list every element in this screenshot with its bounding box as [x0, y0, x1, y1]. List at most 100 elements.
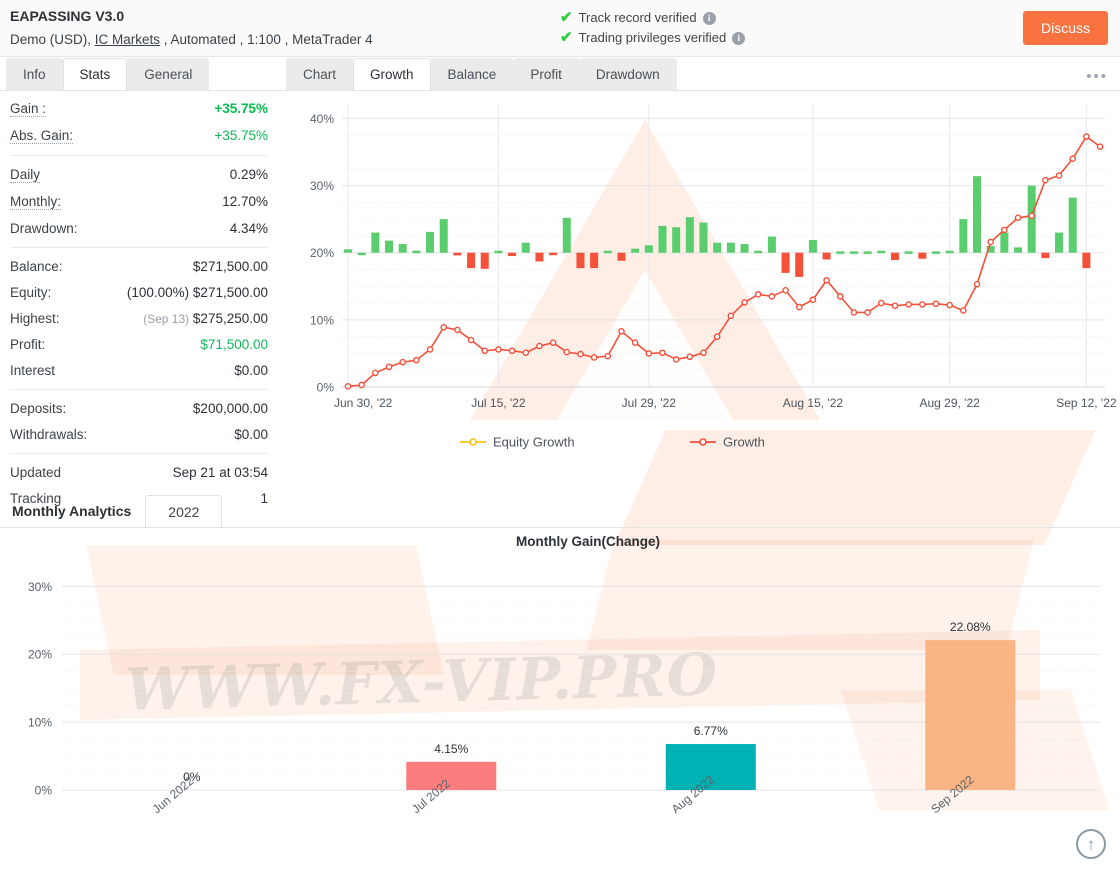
growth-point — [372, 369, 379, 377]
growth-point — [385, 363, 393, 371]
arrow-up-circle-icon[interactable]: ↑ — [1076, 829, 1106, 859]
stat-row-interest: Interest $0.00 — [10, 357, 268, 383]
stat-label-withdrawals: Withdrawals: — [10, 427, 88, 442]
growth-point — [700, 349, 707, 357]
growth-point — [631, 339, 639, 346]
growth-point — [850, 309, 858, 316]
check-icon: ✔ — [560, 29, 573, 46]
growth-point — [522, 349, 530, 357]
chart-tabs: Chart Growth Balance Profit Drawdown ••• — [280, 57, 1120, 91]
growth-bar — [754, 250, 763, 254]
growth-bar — [494, 250, 503, 254]
tab-stats[interactable]: Stats — [62, 58, 128, 90]
tab-growth[interactable]: Growth — [353, 58, 431, 90]
svg-text:Jun 2022: Jun 2022 — [150, 774, 197, 817]
monthly-analytics-tabs: Monthly Analytics 2022 — [0, 495, 1120, 528]
growth-point — [754, 291, 762, 298]
growth-bar — [603, 250, 612, 254]
divider — [10, 155, 268, 156]
tab-year-2022[interactable]: 2022 — [145, 495, 223, 527]
svg-text:10%: 10% — [310, 313, 334, 327]
stat-value-monthly: 12.70% — [222, 194, 268, 209]
growth-bar — [398, 243, 407, 253]
stat-row-updated: Updated Sep 21 at 03:54 — [10, 459, 268, 485]
stats-panel: Info Stats General Gain : +35.75% Abs. G… — [0, 57, 280, 506]
growth-chart-panel: Chart Growth Balance Profit Drawdown •••… — [280, 57, 1120, 495]
account-meta: Demo (USD), IC Markets , Automated , 1:1… — [10, 30, 560, 49]
tab-profit[interactable]: Profit — [513, 58, 579, 90]
growth-point — [946, 301, 953, 309]
growth-point — [741, 299, 748, 306]
growth-point — [413, 356, 420, 364]
ellipsis-icon[interactable]: ••• — [1086, 68, 1108, 85]
svg-text:30%: 30% — [28, 580, 52, 594]
growth-point — [536, 342, 543, 350]
discuss-button[interactable]: Discuss — [1022, 11, 1108, 45]
growth-bar — [986, 246, 995, 253]
growth-point — [727, 312, 735, 320]
growth-bar — [521, 242, 530, 253]
growth-point — [919, 301, 926, 308]
monthly-bar — [406, 761, 497, 790]
stat-label-interest: Interest — [10, 363, 56, 378]
broker-link[interactable]: IC Markets — [94, 32, 161, 47]
track-record-verified-row: ✔ Track record verified i — [560, 8, 1023, 28]
growth-bar — [1055, 232, 1064, 253]
growth-point — [686, 353, 694, 361]
tab-balance[interactable]: Balance — [430, 58, 514, 90]
svg-text:0%: 0% — [183, 770, 201, 784]
svg-text:0%: 0% — [317, 381, 335, 395]
growth-point — [440, 323, 448, 331]
stat-row-gain: Gain : +35.75% — [10, 95, 268, 122]
growth-bar — [1027, 185, 1036, 253]
growth-point — [454, 326, 461, 334]
growth-bar — [631, 248, 640, 253]
monthly-chart-canvas: Monthly Gain(Change) 0% 10% 20% 30% 0% Jun 202… — [0, 528, 1120, 853]
growth-point — [1014, 214, 1022, 222]
stat-label-daily: Daily — [10, 167, 41, 183]
tab-info[interactable]: Info — [6, 58, 63, 90]
svg-text:0%: 0% — [35, 784, 53, 798]
growth-point — [1069, 155, 1077, 163]
monthly-gain-chart-svg: Monthly Gain(Change)0%10%20%30%0%Jun 202… — [28, 534, 1100, 817]
growth-bar — [1082, 252, 1091, 269]
tab-drawdown[interactable]: Drawdown — [578, 58, 677, 90]
svg-text:Sep 12, '22: Sep 12, '22 — [1056, 396, 1117, 410]
growth-point — [358, 381, 365, 389]
svg-text:30%: 30% — [310, 179, 334, 193]
svg-text:20%: 20% — [28, 648, 52, 662]
growth-bar — [931, 251, 940, 254]
growth-bar — [740, 243, 749, 253]
tab-chart[interactable]: Chart — [286, 58, 354, 90]
growth-bar — [808, 239, 817, 253]
stat-label-updated: Updated — [10, 465, 62, 480]
growth-point — [877, 299, 885, 307]
stat-row-withdrawals: Withdrawals: $0.00 — [10, 421, 268, 447]
stat-value-profit: $71,500.00 — [200, 337, 268, 352]
stat-value-balance: $271,500.00 — [192, 259, 268, 274]
stat-row-equity: Equity: (100.00%) $271,500.00 — [10, 279, 268, 305]
growth-bar — [617, 252, 626, 261]
svg-text:Jul 29, '22: Jul 29, '22 — [622, 396, 677, 410]
info-icon[interactable]: i — [732, 31, 746, 45]
growth-bar — [344, 249, 352, 253]
divider — [10, 389, 268, 390]
trading-privileges-verified-label: Trading privileges verified — [578, 30, 727, 45]
growth-point — [1055, 172, 1063, 179]
stat-value-drawdown: 4.34% — [229, 221, 268, 236]
growth-bar — [904, 251, 913, 254]
info-icon[interactable]: i — [702, 11, 716, 25]
stat-value-tracking: 1 — [260, 491, 268, 506]
tab-general[interactable]: General — [127, 58, 210, 90]
growth-bar — [726, 242, 735, 253]
svg-text:20%: 20% — [310, 246, 334, 260]
growth-point — [672, 356, 680, 363]
track-record-verified-label: Track record verified — [578, 10, 697, 25]
growth-bar — [549, 252, 558, 256]
divider — [10, 247, 268, 248]
svg-text:4.15%: 4.15% — [434, 742, 468, 756]
growth-bar — [1068, 197, 1077, 253]
growth-bar — [945, 250, 954, 254]
growth-point — [618, 327, 625, 335]
